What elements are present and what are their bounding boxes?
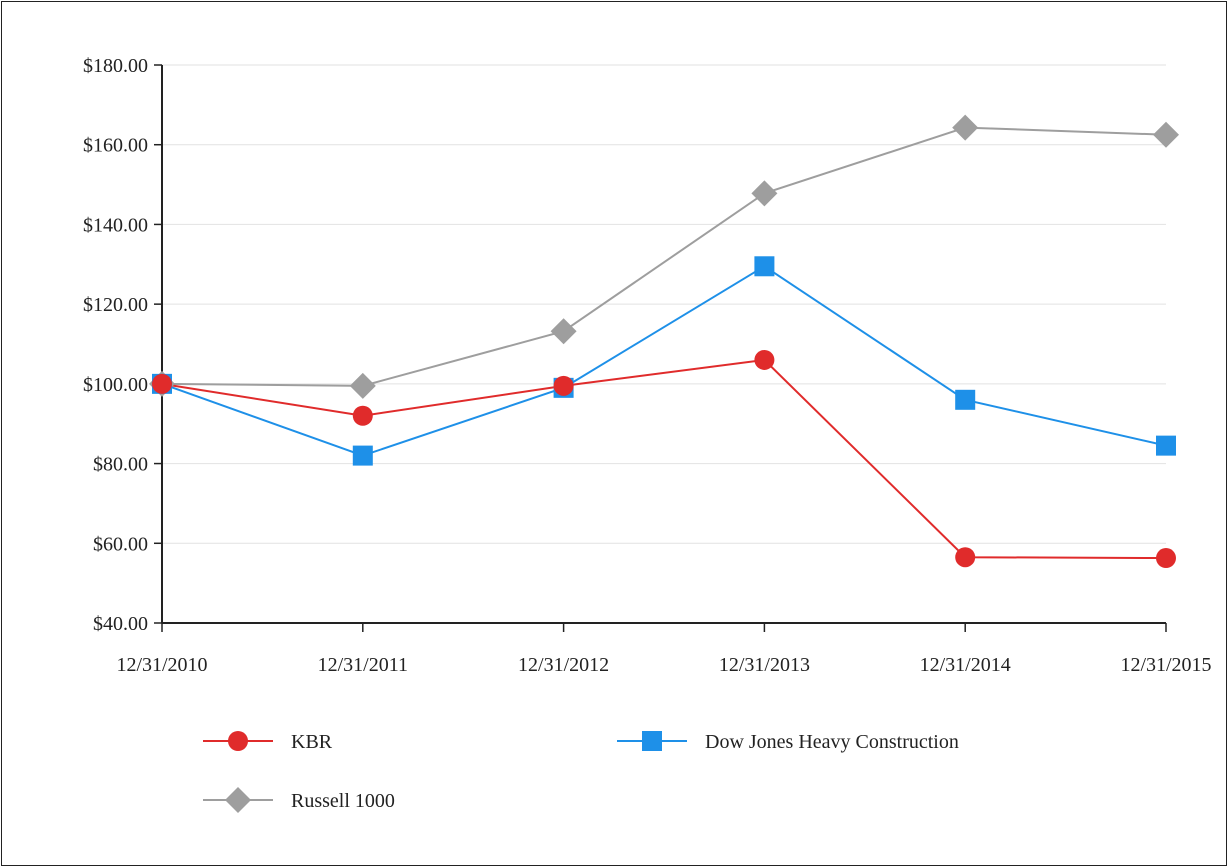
legend-item: Dow Jones Heavy Construction <box>617 731 959 753</box>
y-tick-label: $160.00 <box>83 135 148 157</box>
data-point-circle <box>553 375 574 396</box>
x-tick-label: 12/31/2012 <box>518 654 609 676</box>
legend-marker <box>228 731 248 751</box>
legend: KBR Dow Jones Heavy Construction Russell 1… <box>203 731 959 813</box>
data-point-square <box>352 445 373 466</box>
y-tick-label: $80.00 <box>93 454 148 476</box>
data-point-diamond <box>952 114 979 141</box>
axes: $40.00 $60.00 $80.00 $100.00 $120.00 $140.00 $… <box>83 55 1212 676</box>
legend-label: Dow Jones Heavy Construction <box>705 731 959 753</box>
data-point-diamond <box>1153 121 1179 148</box>
data-point-circle <box>1156 548 1176 569</box>
x-tick-label: 12/31/2010 <box>116 654 207 676</box>
gridlines <box>162 64 1166 544</box>
x-tick-label: 12/31/2011 <box>318 654 408 676</box>
series-lines <box>161 126 1167 560</box>
data-point-square <box>1156 435 1176 456</box>
series-line-circle <box>161 358 1167 560</box>
data-point-diamond <box>349 372 376 399</box>
series-line-square <box>161 265 1167 457</box>
data-point-circle <box>955 547 976 568</box>
y-tick-label: $120.00 <box>83 294 148 316</box>
series-markers <box>149 114 1179 569</box>
legend-item: Russell 1000 <box>203 787 395 813</box>
legend-marker <box>642 731 662 751</box>
data-point-square <box>754 256 775 277</box>
y-tick-label: $40.00 <box>93 613 148 635</box>
x-tick-label: 12/31/2015 <box>1120 654 1211 676</box>
y-tick-label: $140.00 <box>83 214 148 236</box>
y-tick-label: $180.00 <box>83 55 148 77</box>
legend-label: Russell 1000 <box>291 790 395 812</box>
y-tick-label: $100.00 <box>83 374 148 396</box>
data-point-diamond <box>550 318 577 345</box>
legend-marker <box>225 787 251 813</box>
data-point-circle <box>352 405 373 426</box>
series-line-diamond <box>161 126 1167 387</box>
data-point-square <box>955 389 976 410</box>
x-tick-label: 12/31/2013 <box>719 654 810 676</box>
legend-item: KBR <box>203 731 333 753</box>
y-tick-label: $60.00 <box>93 533 148 555</box>
legend-label: KBR <box>291 731 333 753</box>
data-point-circle <box>152 373 172 394</box>
x-tick-label: 12/31/2014 <box>920 654 1011 676</box>
data-point-circle <box>754 349 775 370</box>
data-point-diamond <box>751 180 778 207</box>
